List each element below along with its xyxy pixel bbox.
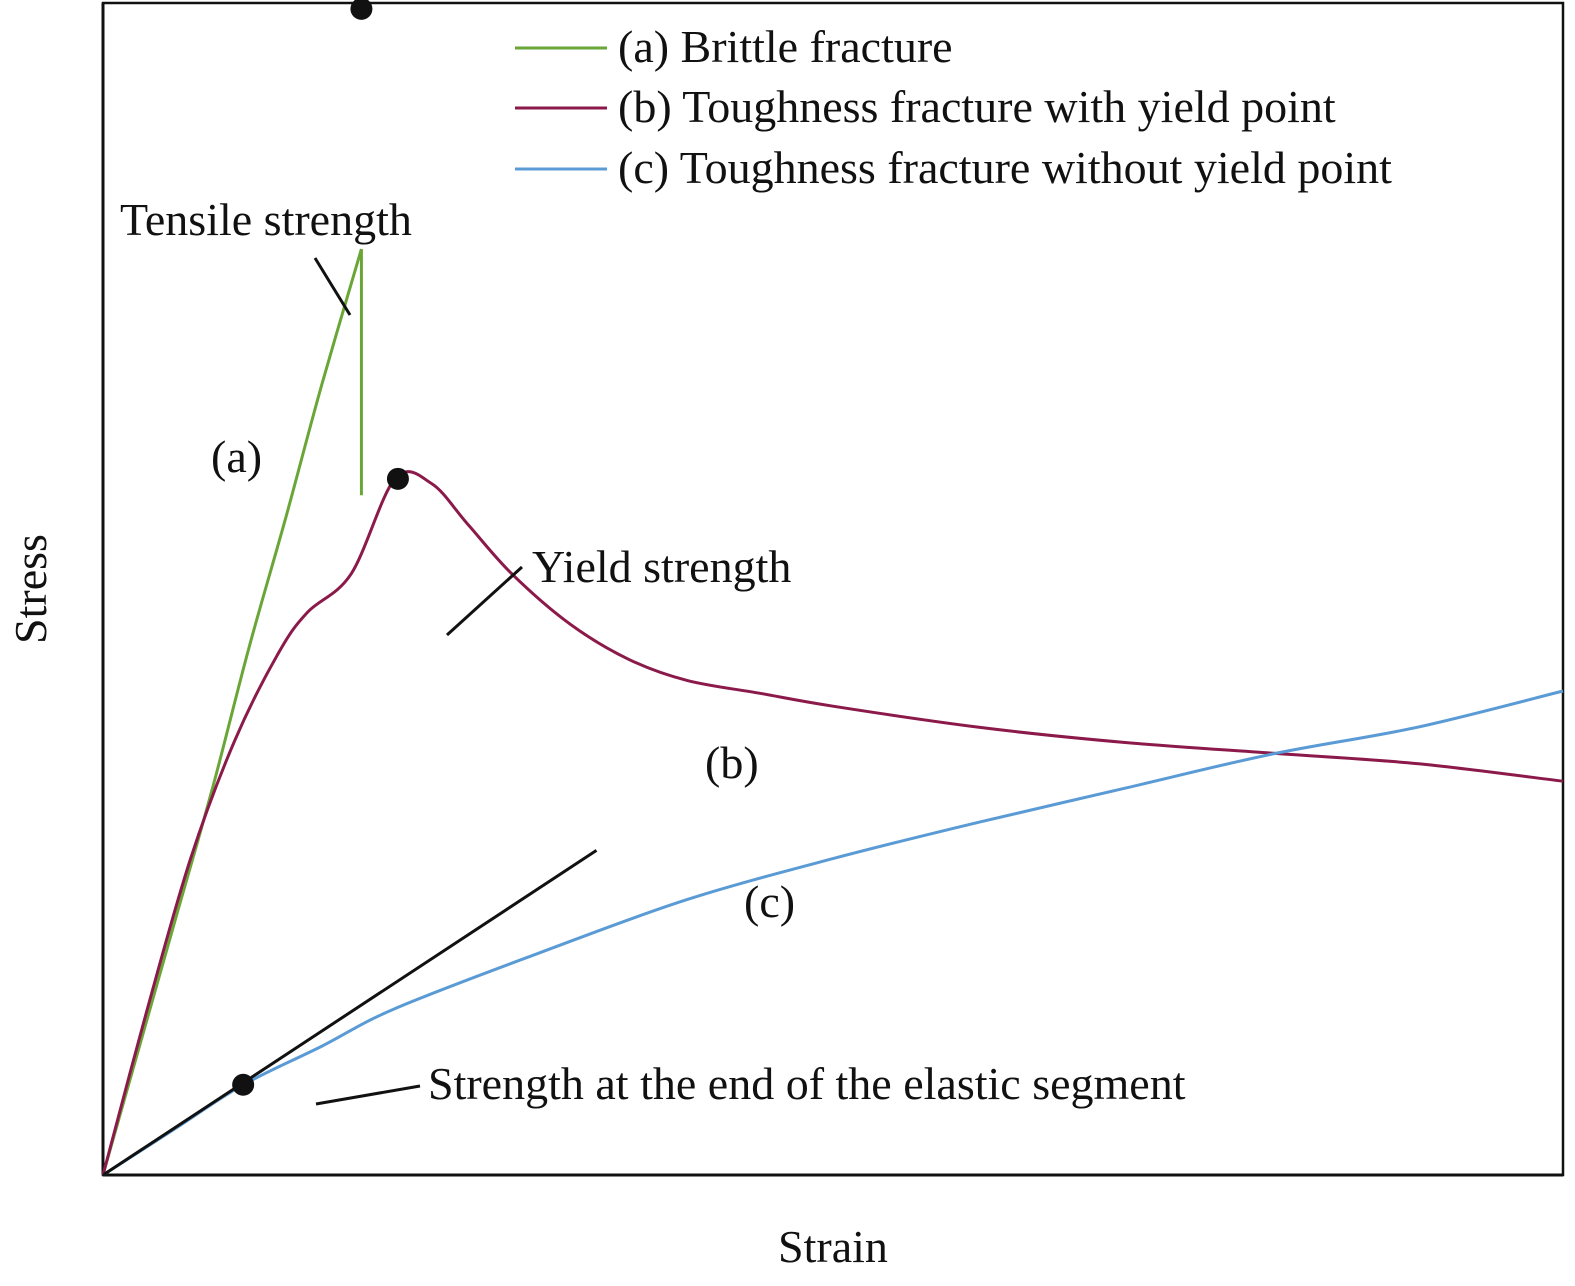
yield-strength-label: Yield strength bbox=[532, 541, 791, 592]
series-b-label: (b) bbox=[705, 737, 759, 788]
elastic-strength-label: Strength at the end of the elastic segme… bbox=[428, 1058, 1186, 1109]
y-axis-label: Stress bbox=[5, 534, 56, 644]
legend: (a) Brittle fracture (b) Toughness fract… bbox=[515, 21, 1392, 193]
elastic-strength-leader bbox=[315, 1084, 421, 1106]
series-b-line bbox=[101, 470, 1564, 1176]
series-layer bbox=[101, 248, 1564, 1177]
tensile-strength-marker bbox=[350, 0, 373, 20]
elastic-tangent-line bbox=[102, 849, 598, 1177]
series-a-label: (a) bbox=[211, 431, 262, 482]
yield-strength-marker bbox=[386, 467, 409, 490]
series-c-label: (c) bbox=[744, 876, 795, 927]
tensile-strength-label: Tensile strength bbox=[120, 194, 412, 245]
legend-entry-a: (a) Brittle fracture bbox=[618, 21, 953, 72]
legend-entry-c: (c) Toughness fracture without yield poi… bbox=[618, 142, 1392, 193]
legend-entry-b: (b) Toughness fracture with yield point bbox=[618, 81, 1336, 132]
elastic-strength-marker bbox=[232, 1073, 255, 1096]
x-axis-label: Strain bbox=[778, 1221, 888, 1272]
series-a-line bbox=[101, 248, 363, 1176]
series-c-line bbox=[102, 689, 1564, 1177]
marker-layer bbox=[232, 0, 409, 1096]
tensile-strength-leader bbox=[313, 257, 352, 316]
yield-strength-leader bbox=[445, 565, 524, 637]
